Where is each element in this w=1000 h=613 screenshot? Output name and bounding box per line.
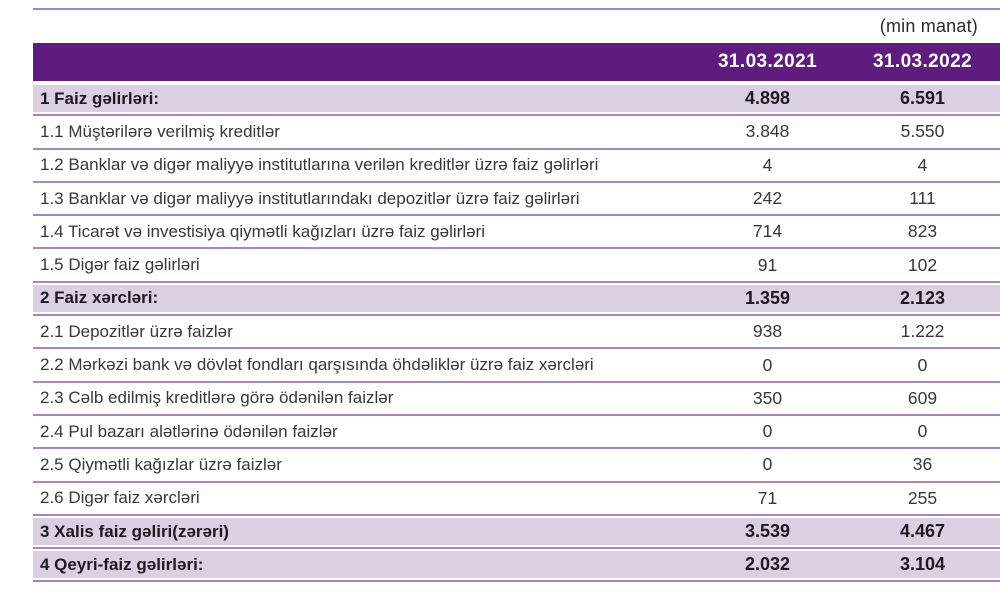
row-label: 2 Faiz xərcləri:: [40, 288, 159, 308]
table-row: 1.3 Banklar və digər maliyyə institutlar…: [33, 183, 1000, 217]
value-2021: 242: [752, 188, 783, 209]
row-label: 2.5 Qiymətli kağızlar üzrə faizlər: [40, 454, 282, 474]
table-row-faiz-xercleri: 2 Faiz xərcləri: 1.359 2.123: [33, 282, 1000, 317]
value-2021: 0: [762, 421, 773, 442]
table-row: 1.4 Ticarət və investisiya qiymətli kağı…: [33, 216, 1000, 250]
value-2021: 71: [757, 487, 778, 508]
column-header-2022: 31.03.2022: [872, 51, 973, 72]
value-2022: 0: [917, 354, 928, 375]
value-2021: 0: [762, 454, 773, 475]
row-label: 2.6 Digər faiz xərcləri: [40, 488, 200, 508]
row-label: 3 Xalis faiz gəliri(zərəri): [40, 521, 229, 541]
table-row: 2.6 Digər faiz xərcləri 71 255: [33, 483, 1000, 516]
value-2022: 6.591: [899, 88, 946, 109]
table-row-faiz-gelirleri: 1 Faiz gəlirləri: 4.898 6.591: [33, 83, 1000, 117]
table-header-row: 31.03.2021 31.03.2022: [33, 43, 1000, 81]
value-2021: 938: [752, 321, 783, 342]
value-2021: 350: [752, 387, 783, 408]
table-row-xalis-faiz-geliri: 3 Xalis faiz gəliri(zərəri) 3.539 4.467: [33, 515, 1000, 550]
value-2021: 4: [762, 154, 773, 175]
row-label: 2.3 Cəlb edilmiş kreditlərə görə ödənilə…: [40, 388, 394, 408]
row-label: 2.2 Mərkəzi bank və dövlət fondları qarş…: [40, 355, 594, 375]
value-2021: 0: [762, 354, 773, 375]
value-2022: 36: [912, 454, 933, 475]
value-2021: 714: [752, 221, 783, 242]
value-2022: 4: [917, 154, 928, 175]
value-2021: 2.032: [744, 554, 791, 575]
value-2022: 2.123: [899, 287, 946, 308]
value-2022: 255: [907, 487, 938, 508]
table-row-qeyri-faiz-gelirleri: 4 Qeyri-faiz gəlirləri: 2.032 3.104: [33, 549, 1000, 583]
value-2022: 609: [907, 387, 938, 408]
value-2021: 1.359: [744, 287, 791, 308]
value-2022: 823: [907, 221, 938, 242]
value-2022: 102: [907, 254, 938, 275]
table-row: 2.5 Qiymətli kağızlar üzrə faizlər 0 36: [33, 449, 1000, 483]
table-row: 1.5 Digər faiz gəlirləri 91 102: [33, 249, 1000, 283]
table-row: 1.2 Banklar və digər maliyyə institutlar…: [33, 150, 1000, 183]
row-label: 1.2 Banklar və digər maliyyə institutlar…: [40, 155, 599, 175]
value-2022: 5.550: [900, 121, 945, 142]
table-row: 1.1 Müştərilərə verilmiş kreditlər 3.848…: [33, 116, 1000, 150]
value-2021: 91: [757, 254, 778, 275]
value-2021: 4.898: [744, 88, 791, 109]
value-2021: 3.848: [745, 121, 790, 142]
row-label: 1.5 Digər faiz gəlirləri: [40, 255, 200, 275]
row-label: 1.4 Ticarət və investisiya qiymətli kağı…: [40, 221, 485, 241]
table-row: 2.2 Mərkəzi bank və dövlət fondları qarş…: [33, 349, 1000, 383]
row-label: 1.1 Müştərilərə verilmiş kreditlər: [40, 121, 280, 141]
value-2022: 0: [917, 421, 928, 442]
row-label: 4 Qeyri-faiz gəlirləri:: [40, 554, 204, 574]
value-2022: 4.467: [899, 521, 946, 541]
row-label: 2.1 Depozitlər üzrə faizlər: [40, 321, 233, 341]
top-divider-line: [33, 8, 1000, 10]
value-2021: 3.539: [744, 521, 791, 541]
column-header-2021: 31.03.2021: [717, 51, 818, 72]
table-row: 2.4 Pul bazarı alətlərinə ödənilən faizl…: [33, 416, 1000, 450]
row-label: 2.4 Pul bazarı alətlərinə ödənilən faizl…: [40, 421, 338, 441]
value-2022: 3.104: [899, 554, 946, 575]
table-row: 2.3 Cəlb edilmiş kreditlərə görə ödənilə…: [33, 383, 1000, 416]
row-label: 1.3 Banklar və digər maliyyə institutlar…: [40, 188, 580, 208]
interest-income-table: 31.03.2021 31.03.2022 1 Faiz gəlirləri: …: [33, 43, 1000, 583]
value-2022: 111: [909, 188, 936, 209]
row-label: 1 Faiz gəlirləri:: [40, 88, 160, 108]
value-2022: 1.222: [900, 321, 945, 342]
table-row: 2.1 Depozitlər üzrə faizlər 938 1.222: [33, 316, 1000, 350]
unit-note: (min manat): [879, 16, 978, 36]
